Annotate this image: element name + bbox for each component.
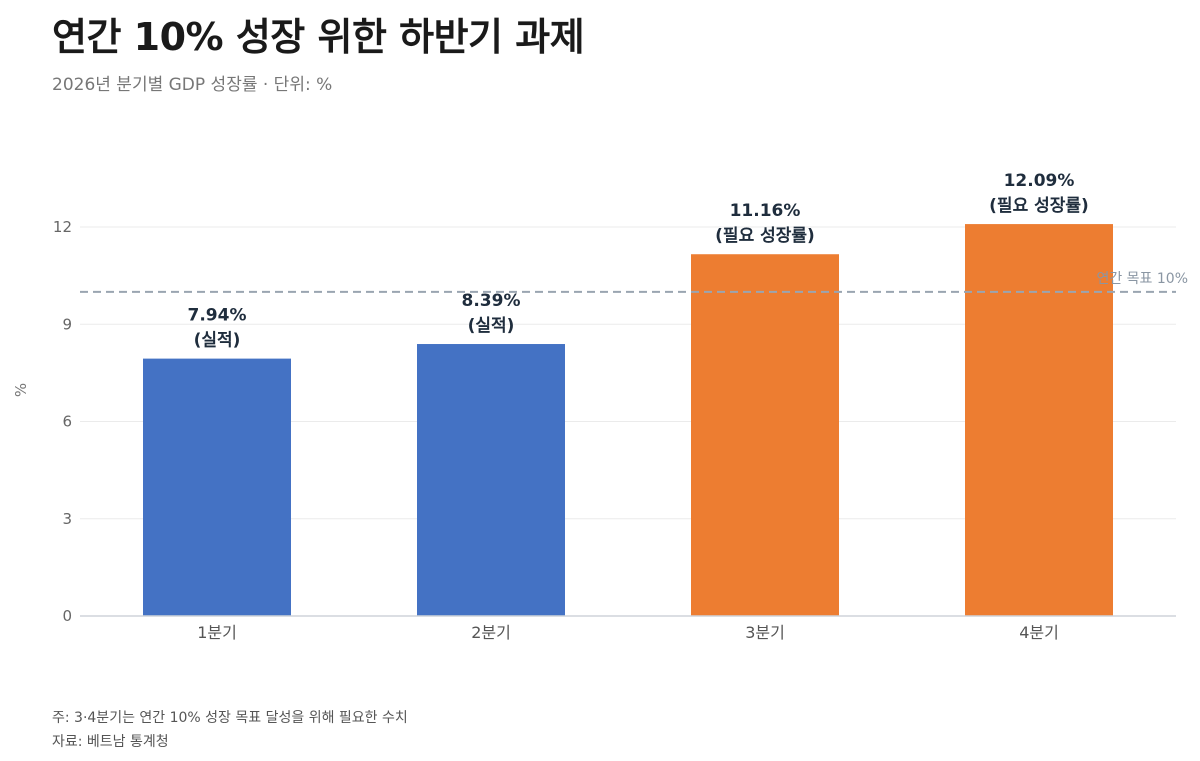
bar-value-label: 8.39% [462,291,521,311]
y-tick-label: 9 [62,315,72,333]
chart-subtitle: 2026년 분기별 GDP 성장률 · 단위: % [52,75,333,95]
bar [417,344,565,616]
x-tick-label: 3분기 [745,623,785,642]
bar-note-label: (실적) [194,331,241,351]
y-tick-label: 6 [62,413,72,431]
y-axis-label: % [12,383,30,397]
chart-title: 연간 10% 성장 위한 하반기 과제 [52,15,585,59]
y-tick-label: 12 [53,218,72,236]
y-tick-label: 3 [62,510,72,528]
x-tick-label: 1분기 [197,623,237,642]
y-tick-label: 0 [62,607,72,625]
x-tick-label: 4분기 [1019,623,1059,642]
bar [691,254,839,617]
bar [965,224,1113,616]
bar-value-label: 12.09% [1004,171,1075,191]
target-reference-label: 연간 목표 10% [1096,271,1188,287]
footnote-note: 주: 3·4분기는 연간 10% 성장 목표 달성을 위해 필요한 수치 [52,710,408,726]
bar-value-label: 7.94% [188,306,247,326]
bar-note-label: (필요 성장률) [715,226,815,246]
footnote-source: 자료: 베트남 통계청 [52,734,169,750]
bar-note-label: (실적) [468,316,515,336]
bar [143,358,291,616]
bar-note-label: (필요 성장률) [989,196,1089,216]
x-tick-label: 2분기 [471,623,511,642]
bar-value-label: 11.16% [730,201,801,221]
